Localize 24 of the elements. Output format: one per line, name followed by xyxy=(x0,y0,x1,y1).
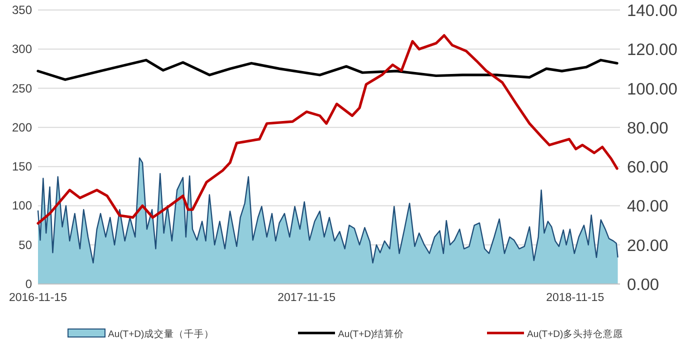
y-tick-label: 150 xyxy=(12,160,32,174)
y2-tick-label: 140.00 xyxy=(627,2,678,20)
line-series xyxy=(36,58,618,81)
x-tick-label: 2018-11-15 xyxy=(546,292,604,304)
y-tick-label: 350 xyxy=(12,3,32,17)
y2-tick-label: 0.00 xyxy=(627,276,660,294)
legend-label: Au(T+D)成交量（千手） xyxy=(108,328,214,340)
y-tick-label: 0 xyxy=(25,277,32,291)
legend-label: Au(T+D)结算价 xyxy=(338,328,404,340)
y-tick-label: 250 xyxy=(12,81,32,96)
y2-tick-label: 100.00 xyxy=(627,80,678,98)
x-tick-label: 2016-11-15 xyxy=(9,292,67,304)
y-tick-label: 100 xyxy=(12,198,32,213)
y-tick-label: 50 xyxy=(18,238,32,252)
y2-tick-label: 60.00 xyxy=(627,158,668,177)
y2-tick-label: 80.00 xyxy=(627,119,668,138)
y-tick-label: 200 xyxy=(12,120,32,134)
line-series xyxy=(36,34,618,225)
x-tick-label: 2017-11-15 xyxy=(278,292,336,304)
y2-tick-label: 20.00 xyxy=(627,236,668,255)
y2-tick-label: 40.00 xyxy=(627,198,668,216)
y2-tick-label: 120.00 xyxy=(627,41,678,60)
legend-label: Au(T+D)多头持仓意愿 xyxy=(527,328,624,340)
y-tick-label: 300 xyxy=(12,42,32,56)
